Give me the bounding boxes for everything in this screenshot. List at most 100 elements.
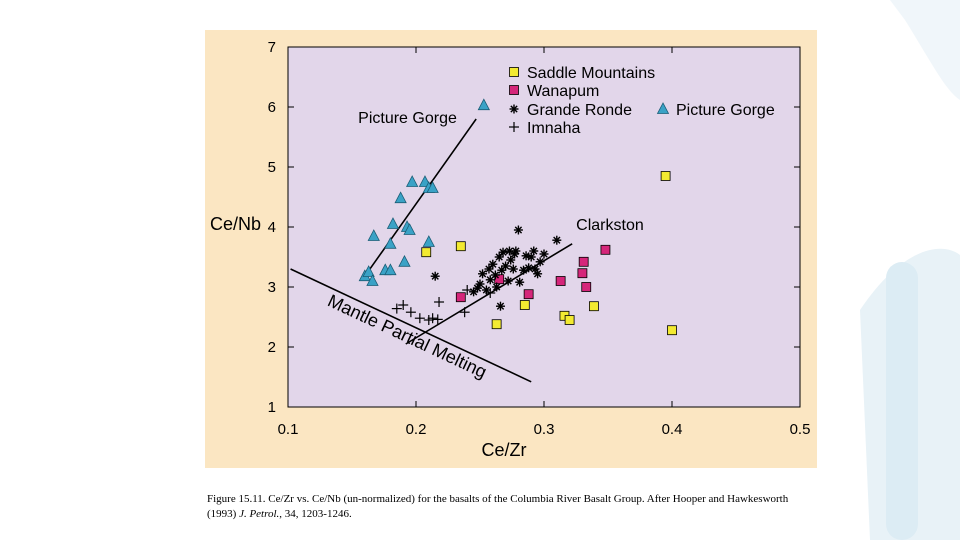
legend-label: Wanapum [527,83,599,100]
x-tick-label: 0.1 [278,421,299,438]
trend-line [290,268,532,383]
asterisk-stroke [505,247,514,255]
imnaha-point [391,303,402,314]
imnaha-point [405,307,416,318]
wanapum-point [577,268,588,279]
wanapum-point [523,289,534,300]
imnaha-point [462,285,473,295]
asterisk-stroke [536,258,544,266]
asterisk-stroke [476,280,484,288]
grande-ronde-point [524,263,534,273]
imnaha-point [432,314,443,325]
asterisk-stroke [491,271,500,279]
caption-details: , 34, 1203-1246. [279,508,352,520]
x-tick-label: 0.5 [790,421,811,438]
picture-gorge-point [367,229,380,241]
x-tick-label: 0.2 [406,421,427,438]
trend-line [405,243,573,345]
saddle-mountains-point [660,171,671,181]
grande-ronde-point [472,283,482,293]
legend-marker [656,102,670,114]
y-tick-label: 3 [268,279,276,296]
saddle-mountains-point [491,319,502,330]
picture-gorge-point [398,254,411,267]
grande-ronde-point [539,249,549,259]
x-tick-label: 0.4 [662,421,683,438]
asterisk-stroke [516,278,524,286]
grande-ronde-point [508,264,518,274]
wanapum-point [600,244,611,255]
grande-ronde-point [506,255,516,265]
grande-ronde-point [513,225,523,235]
grande-ronde-point [495,301,505,311]
x-axis-label: Ce/Zr [482,440,527,460]
picture-gorge-point [422,235,435,247]
legend-label: Picture Gorge [676,102,775,119]
picture-gorge-point [477,98,491,111]
grande-ronde-point [503,276,513,286]
saddle-mountains-point [421,247,432,258]
wanapum-point [581,282,592,292]
y-tick-label: 7 [268,39,276,56]
imnaha-point [434,297,445,307]
grande-ronde-point [552,235,562,245]
y-tick-label: 5 [268,159,276,176]
grande-ronde-point [535,257,545,267]
legend-marker [509,122,519,132]
asterisk-stroke [507,256,515,264]
picture-gorge-point [384,236,397,249]
y-tick-label: 4 [268,219,276,236]
asterisk-stroke [530,247,538,255]
wanapum-point [578,256,589,267]
asterisk-stroke [489,260,497,268]
trend-line [364,118,477,277]
grande-ronde-point [511,246,521,256]
grande-ronde-point [533,269,543,279]
asterisk-stroke [512,247,520,255]
picture-gorge-point [426,181,439,193]
asterisk-stroke [478,270,487,278]
imnaha-point [485,288,496,298]
saddle-mountains-point [667,325,677,336]
asterisk-stroke [501,262,510,270]
x-tick-label: 0.3 [534,421,555,438]
asterisk-stroke [514,226,523,234]
imnaha-point [459,307,470,318]
legend-marker [509,67,519,77]
grande-ronde-point [475,279,485,289]
asterisk-stroke [499,248,507,256]
legend-marker [509,85,519,95]
saddle-mountains-point [564,315,575,325]
grande-ronde-point [490,270,500,280]
saddle-mountains-point [589,301,599,312]
saddle-mountains-point [519,300,530,310]
y-tick-label: 1 [268,399,276,416]
grande-ronde-point [492,282,502,292]
wanapum-point [455,292,466,303]
saddle-mountains-point [455,241,466,252]
y-tick-label: 6 [268,99,276,116]
asterisk-stroke [540,250,548,258]
asterisk-stroke [504,277,512,285]
grande-ronde-point [498,247,508,257]
picture-gorge-point [386,217,400,229]
caption-text: Figure 15.11. Ce/Zr vs. Ce/Nb (un-normal… [207,493,789,520]
imnaha-point [427,313,438,324]
picture-gorge-point [405,175,419,187]
legend-marker [509,104,519,114]
imnaha-point [414,313,425,324]
legend-label: Saddle Mountains [527,65,655,82]
picture-gorge-point [403,223,416,235]
grande-ronde-point [529,246,539,256]
asterisk-stroke [482,286,491,294]
legend-label: Imnaha [527,120,580,137]
grande-ronde-point [497,265,507,275]
asterisk-stroke [553,236,561,244]
asterisk-stroke [531,265,539,273]
picture-gorge-point [394,191,407,204]
trend-label: Clarkston [576,217,644,234]
y-axis-label: Ce/Nb [210,214,261,234]
trend-label: Picture Gorge [358,110,457,127]
